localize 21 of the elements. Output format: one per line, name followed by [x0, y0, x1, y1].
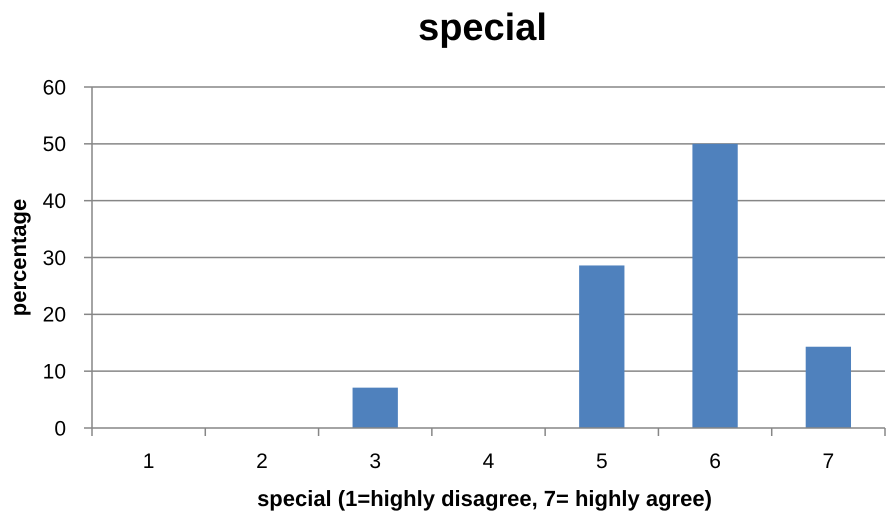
- y-tick-label: 30: [42, 246, 66, 270]
- bar: [579, 265, 624, 428]
- y-tick-label: 40: [42, 190, 66, 214]
- y-tick-label: 50: [42, 133, 66, 156]
- x-tick-label: 5: [596, 450, 608, 473]
- x-tick-label: 3: [369, 450, 382, 473]
- y-tick-label: 0: [54, 417, 66, 440]
- bar: [692, 144, 738, 428]
- chart-title: special: [418, 7, 547, 49]
- x-tick-label: 7: [822, 450, 834, 473]
- x-axis-title: special (1=highly disagree, 7= highly agree): [257, 486, 712, 511]
- bar: [352, 388, 398, 428]
- y-tick-label: 60: [42, 76, 66, 100]
- y-tick-label: 10: [42, 360, 66, 384]
- y-tick-label: 20: [42, 304, 66, 327]
- x-tick-label: 2: [256, 450, 268, 473]
- x-tick-label: 6: [709, 450, 721, 473]
- y-axis-title: percentage: [6, 198, 31, 316]
- x-tick-label: 4: [482, 450, 495, 473]
- bar: [806, 346, 852, 428]
- x-tick-label: 1: [142, 450, 154, 473]
